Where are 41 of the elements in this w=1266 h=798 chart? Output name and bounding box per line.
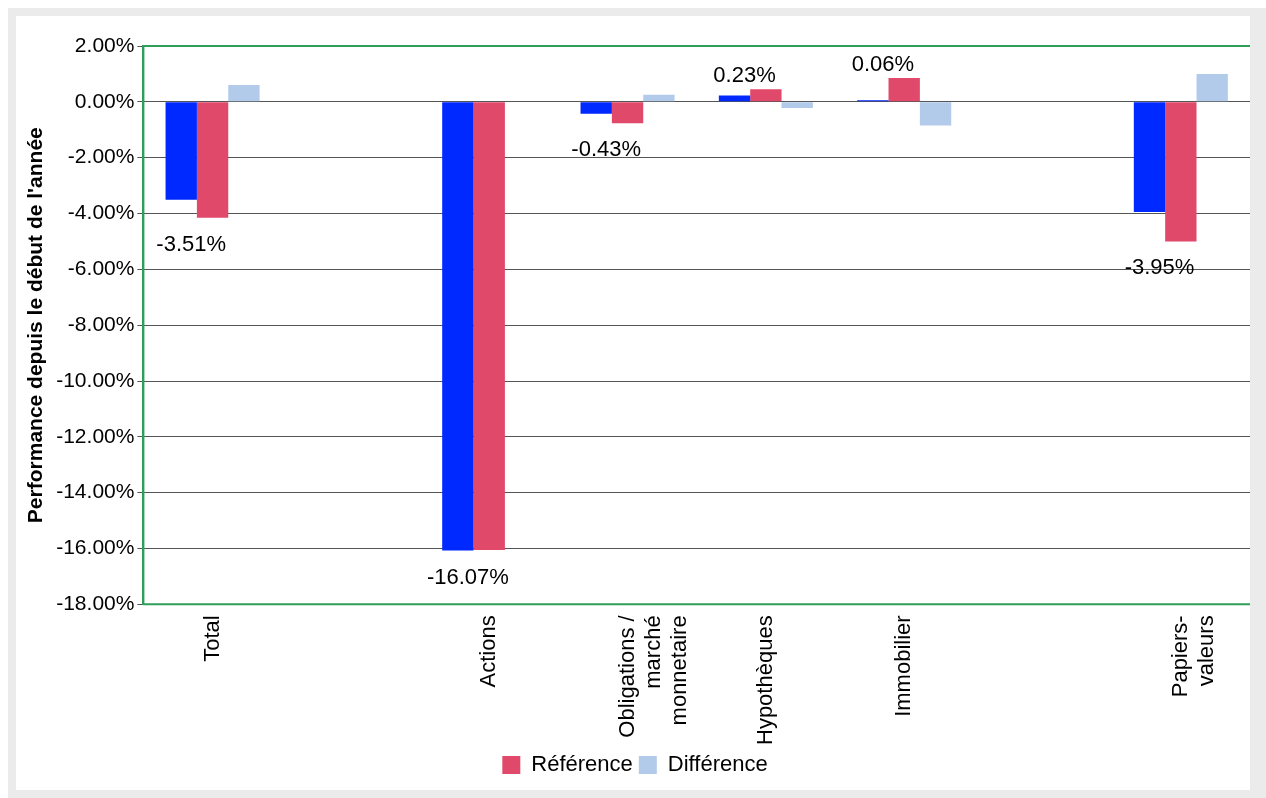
bar — [473, 102, 505, 550]
bar — [442, 102, 474, 551]
y-tick-label: -18.00% — [56, 591, 135, 615]
y-tick-label: -14.00% — [56, 479, 135, 503]
y-tick-label: 2.00% — [74, 32, 135, 56]
y-tick-label: -10.00% — [56, 367, 135, 391]
bar — [196, 102, 229, 218]
bar — [888, 78, 920, 102]
x-tick-label: Obligations / marché monnetaire — [613, 614, 692, 738]
bar — [919, 102, 952, 126]
legend-label: Référence — [531, 751, 633, 777]
bar — [228, 85, 260, 102]
data-label: 0.06% — [851, 51, 915, 77]
bar — [1165, 102, 1197, 242]
data-label: -3.51% — [156, 230, 227, 256]
bar — [718, 95, 751, 102]
y-tick-label: -16.00% — [56, 535, 135, 559]
bar — [580, 102, 612, 114]
y-tick-label: -12.00% — [56, 423, 135, 447]
x-tick-label: Total — [198, 615, 224, 662]
y-tick-label: -4.00% — [67, 200, 135, 224]
y-axis-title: Performance depuis le début de l'année — [23, 127, 47, 524]
x-tick-label: Actions — [475, 615, 501, 688]
y-tick-label: 0.00% — [74, 88, 135, 112]
y-tick-label: -8.00% — [67, 311, 135, 335]
data-label: 0.23% — [713, 62, 776, 88]
y-tick-label: -2.00% — [67, 144, 135, 168]
bar — [1133, 102, 1166, 213]
x-tick-label: Hypothèques — [751, 615, 777, 746]
bar — [781, 102, 813, 108]
bar — [750, 89, 782, 102]
x-tick-label: Immobilier — [890, 615, 916, 717]
bar — [643, 94, 675, 102]
y-tick-label: -6.00% — [67, 256, 135, 280]
data-label: -0.43% — [571, 136, 642, 162]
legend-label: Différence — [667, 751, 768, 777]
bar — [1196, 73, 1228, 102]
bar — [165, 102, 197, 200]
bar — [611, 102, 644, 124]
data-label: -16.07% — [426, 563, 509, 589]
x-tick-label: Papiers-valeurs — [1166, 615, 1219, 698]
